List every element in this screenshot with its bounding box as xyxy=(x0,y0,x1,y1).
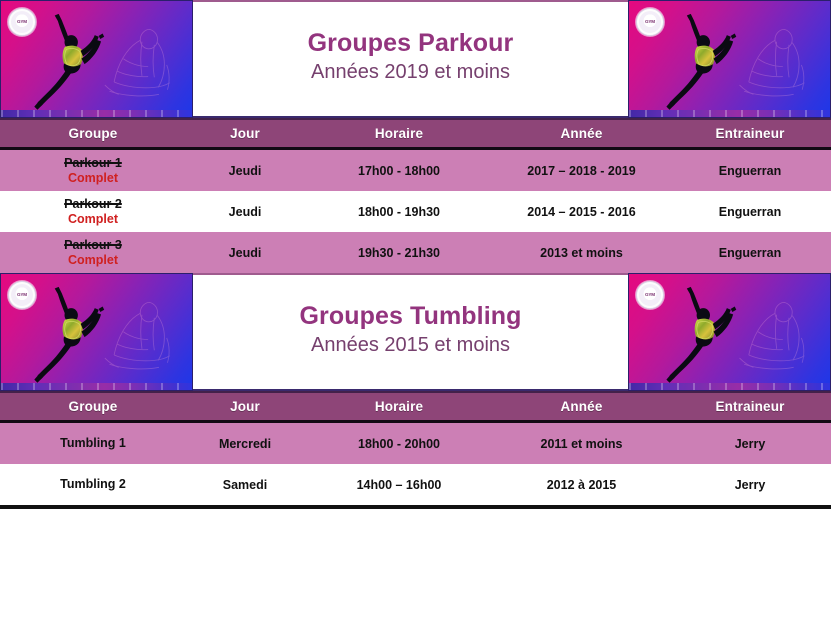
column-header-annee: Année xyxy=(560,126,603,141)
gymnast-banner-left: GYM xyxy=(0,273,193,391)
cell-groupe: Tumbling 2 xyxy=(0,464,186,505)
column-header-jour: Jour xyxy=(230,399,260,414)
column-header-entraineur: Entraineur xyxy=(715,399,785,414)
table-row: Tumbling 1 Mercredi 18h00 - 20h00 2011 e… xyxy=(0,421,831,465)
table-row: Tumbling 2 Samedi 14h00 – 16h00 2012 à 2… xyxy=(0,464,831,505)
cell-entraineur: Jerry xyxy=(734,477,766,492)
cell-entraineur: Jerry xyxy=(734,436,766,451)
cell-horaire: 14h00 – 16h00 xyxy=(356,477,442,492)
parkour-table-header-row: Groupe Jour Horaire Année Entraineur xyxy=(0,119,831,149)
cell-entraineur: Enguerran xyxy=(718,163,782,178)
table-bottom-rule xyxy=(0,505,831,509)
gymnast-figure xyxy=(666,14,737,110)
tumbling-subtitle: Années 2015 et moins xyxy=(310,334,511,357)
group-name: Parkour 2 xyxy=(64,196,122,211)
cell-jour: Mercredi xyxy=(218,436,272,451)
cell-groupe: Tumbling 1 xyxy=(0,422,186,465)
column-header-horaire: Horaire xyxy=(374,399,424,414)
gymnast-ghost-figure xyxy=(104,302,171,370)
gymnast-ghost-figure xyxy=(739,302,806,370)
cell-annee: 2012 à 2015 xyxy=(546,477,617,492)
tumbling-title-panel: Groupes Tumbling Années 2015 et moins xyxy=(193,273,628,391)
cell-entraineur: Enguerran xyxy=(718,204,782,219)
group-name: Tumbling 1 xyxy=(60,436,126,451)
column-header-groupe: Groupe xyxy=(68,399,118,414)
club-logo-label: GYM xyxy=(645,291,655,298)
group-name: Tumbling 2 xyxy=(60,477,126,492)
status-badge: Complet xyxy=(68,170,118,185)
gymnast-ghost-figure xyxy=(104,29,171,97)
tumbling-banner: GYM Groupes Tumbling Années 2015 et moin… xyxy=(0,273,831,391)
cell-annee: 2013 et moins xyxy=(540,245,623,260)
group-name: Parkour 3 xyxy=(64,237,122,252)
cell-jour: Jeudi xyxy=(228,204,262,219)
column-header-jour: Jour xyxy=(230,126,260,141)
page-footer-blank xyxy=(0,509,831,609)
group-name: Parkour 1 xyxy=(64,155,122,170)
parkour-banner: GYM Groupes Parkour Années 2019 et moins xyxy=(0,0,831,118)
table-row: Parkour 1 Complet Jeudi 17h00 - 18h00 20… xyxy=(0,148,831,192)
banner-bottom-strip xyxy=(1,383,192,390)
table-row: Parkour 3 Complet Jeudi 19h30 - 21h30 20… xyxy=(0,232,831,273)
table-row: Parkour 2 Complet Jeudi 18h00 - 19h30 20… xyxy=(0,191,831,232)
club-logo-label: GYM xyxy=(17,18,27,25)
cell-entraineur: Enguerran xyxy=(718,245,782,260)
cell-annee: 2011 et moins xyxy=(540,436,623,451)
cell-jour: Samedi xyxy=(222,477,268,492)
column-header-annee: Année xyxy=(560,399,603,414)
club-logo-icon: GYM xyxy=(636,281,664,309)
cell-groupe: Parkour 1 Complet xyxy=(0,149,186,192)
tumbling-title: Groupes Tumbling xyxy=(299,301,522,330)
cell-jour: Jeudi xyxy=(228,245,262,260)
club-logo-icon: GYM xyxy=(8,8,36,36)
parkour-title-panel: Groupes Parkour Années 2019 et moins xyxy=(193,0,628,118)
gymnast-ghost-figure xyxy=(739,29,806,97)
cell-groupe: Parkour 3 Complet xyxy=(0,232,186,273)
club-logo-icon: GYM xyxy=(636,8,664,36)
cell-horaire: 18h00 - 19h30 xyxy=(358,204,440,219)
gymnast-banner-right: GYM xyxy=(628,273,831,391)
column-header-horaire: Horaire xyxy=(374,126,424,141)
parkour-subtitle: Années 2019 et moins xyxy=(310,61,511,84)
cell-jour: Jeudi xyxy=(228,163,262,178)
cell-annee: 2014 – 2015 - 2016 xyxy=(527,204,636,219)
parkour-table: Groupe Jour Horaire Année Entraineur Par… xyxy=(0,118,831,273)
parkour-title: Groupes Parkour xyxy=(307,28,514,57)
status-badge: Complet xyxy=(68,252,118,267)
cell-horaire: 17h00 - 18h00 xyxy=(358,163,440,178)
column-header-groupe: Groupe xyxy=(68,126,118,141)
gymnast-figure xyxy=(34,14,105,110)
banner-bottom-strip xyxy=(1,110,192,117)
gymnast-figure xyxy=(34,287,105,383)
club-logo-label: GYM xyxy=(645,18,655,25)
cell-horaire: 19h30 - 21h30 xyxy=(358,245,440,260)
gymnast-banner-right: GYM xyxy=(628,0,831,118)
tumbling-table-header-row: Groupe Jour Horaire Année Entraineur xyxy=(0,392,831,422)
status-badge: Complet xyxy=(68,211,118,226)
club-logo-icon: GYM xyxy=(8,281,36,309)
cell-groupe: Parkour 2 Complet xyxy=(0,191,186,232)
column-header-entraineur: Entraineur xyxy=(715,126,785,141)
banner-bottom-strip xyxy=(629,383,830,390)
tumbling-table: Groupe Jour Horaire Année Entraineur Tum… xyxy=(0,391,831,505)
cell-horaire: 18h00 - 20h00 xyxy=(358,436,440,451)
banner-bottom-strip xyxy=(629,110,830,117)
gymnast-banner-left: GYM xyxy=(0,0,193,118)
cell-annee: 2017 – 2018 - 2019 xyxy=(527,163,636,178)
gymnast-figure xyxy=(666,287,737,383)
club-logo-label: GYM xyxy=(17,291,27,298)
